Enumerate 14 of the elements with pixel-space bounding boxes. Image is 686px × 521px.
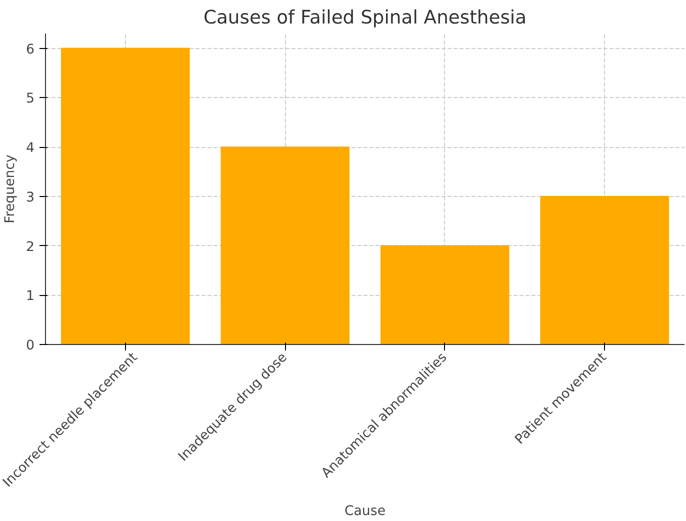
bar [220, 146, 350, 344]
y-tick-label: 2 [26, 240, 35, 255]
chart-title: Causes of Failed Spinal Anesthesia [203, 8, 527, 28]
y-tick-label: 0 [26, 338, 35, 354]
y-tick-label: 3 [26, 190, 35, 206]
y-tick-label: 5 [26, 92, 35, 107]
y-tick-label: 1 [26, 289, 35, 304]
bar [380, 245, 510, 344]
y-tick-label: 4 [26, 141, 35, 156]
bar [540, 196, 670, 344]
y-axis-title: Frequency [3, 154, 18, 224]
bar [60, 48, 190, 344]
x-axis-title: Cause [344, 504, 386, 519]
y-tick-label: 6 [26, 42, 35, 58]
